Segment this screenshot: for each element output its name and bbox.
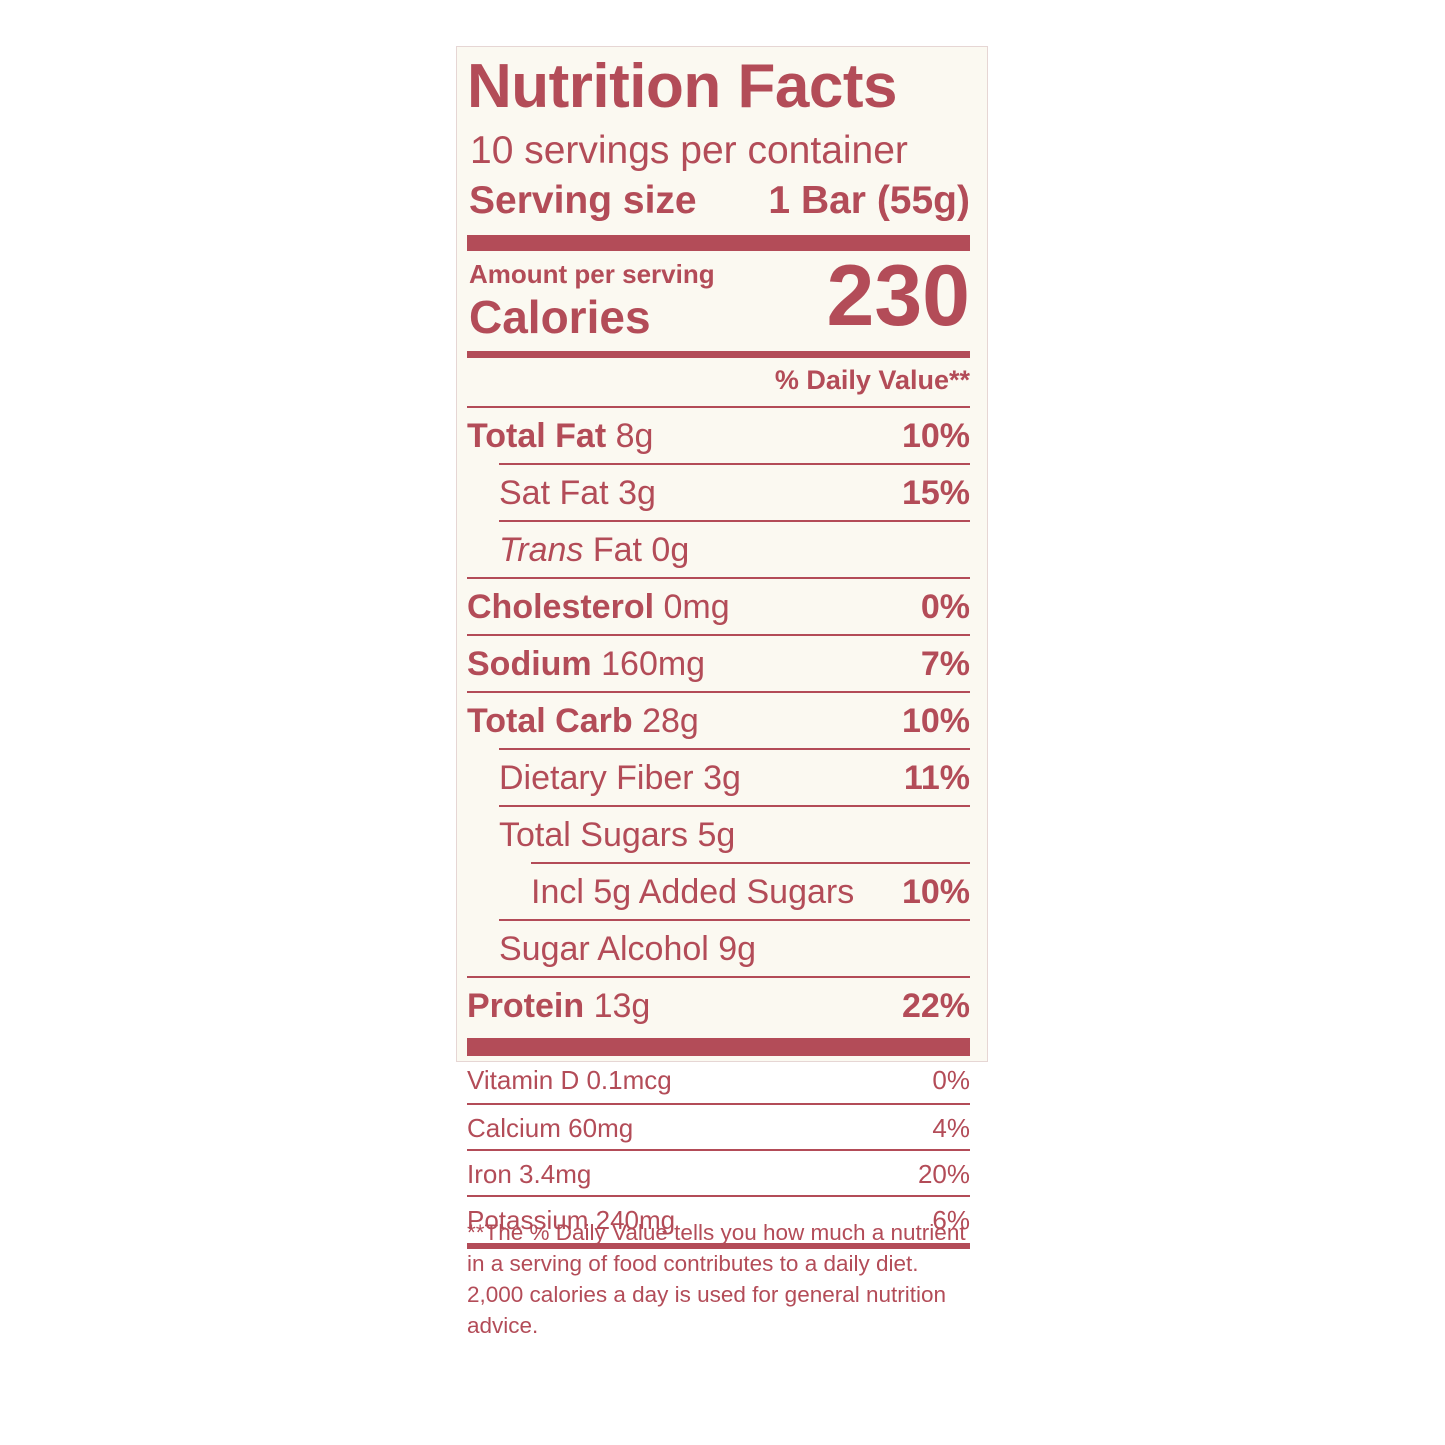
nutrient-name: Dietary Fiber [499,759,694,797]
nutrient-name: Fat [592,531,642,569]
vitamin-name: Calcium [467,1112,561,1143]
vitamin-row: Vitamin D 0.1mcg 0% [467,1057,970,1103]
nutrient-row: Incl 5g Added Sugars 10% [531,862,970,921]
thick-rule [467,235,970,251]
nutrient-amount: 0g [651,531,690,569]
vitamin-amount: 60mg [568,1112,634,1143]
footnote-line: advice. [467,1313,539,1338]
nutrient-name: Total Sugars [499,816,688,854]
vitamin-name: Iron [467,1158,512,1189]
vitamin-name: Vitamin D [467,1064,580,1095]
nutrient-dv: 10% [901,417,970,455]
nutrient-row: Total Sugars 5g [499,805,970,864]
footnote-line: in a serving of food contributes to a da… [467,1251,919,1276]
medium-rule [467,351,970,358]
nutrient-row: Total Fat 8g 10% [467,406,970,465]
nutrient-name: Total Fat [467,417,607,455]
vitamin-name: Potassium [467,1204,589,1235]
title: Nutrition Facts [467,52,897,121]
nutrient-amount: 0mg [663,588,730,626]
nutrient-amount: 160mg [601,645,706,683]
calories-label: Calories [469,291,651,343]
vitamin-amount: 0.1mcg [586,1064,672,1095]
vitamin-row: Calcium 60mg 4% [467,1103,970,1151]
nutrient-row: Sat Fat 3g 15% [499,463,970,522]
nutrient-amount: 8g [615,417,654,455]
nutrient-name: Protein [467,987,585,1025]
thick-rule [467,1038,970,1056]
vitamin-dv: 6% [932,1204,970,1235]
calories-value: 230 [826,248,971,344]
vitamin-dv: 0% [932,1064,970,1095]
nutrient-name: Cholesterol [467,588,655,626]
nutrient-amount: 3g [618,474,656,512]
nutrient-name-italic: Trans [499,531,584,569]
nutrient-dv: 15% [901,474,970,512]
nutrient-amount: 9g [718,930,757,968]
nutrient-dv: 0% [920,588,970,626]
nutrient-row: Protein 13g 22% [467,976,970,1035]
footnote-line: **The % Daily Value tells you how much a… [467,1220,966,1245]
nutrient-amount: 13g [593,987,651,1025]
vitamin-amount: 3.4mg [519,1158,592,1189]
vitamin-dv: 4% [932,1112,970,1143]
nutrient-dv: 11% [903,759,970,797]
nutrient-dv: 7% [920,645,970,683]
nutrient-dv: 10% [901,873,970,911]
servings: 10 servings per container [470,129,908,172]
nutrient-amount: 3g [703,759,741,797]
nutrient-row: Total Carb 28g 10% [467,691,970,750]
nutrient-name: Incl 5g Added Sugars [531,873,855,911]
daily-value-header: % Daily Value** [774,365,970,395]
nutrient-row: Cholesterol 0mg 0% [467,577,970,636]
vitamin-row: Potassium 240mg 6% [467,1195,970,1243]
vitamin-amount: 240mg [595,1204,676,1235]
nutrient-name: Sat Fat [499,474,609,512]
nutrition-label: Nutrition Facts 10 servings per containe… [456,46,988,1338]
nutrient-dv: 10% [901,702,970,740]
nutrient-row: Dietary Fiber 3g 11% [499,748,970,807]
nutrient-dv: 22% [901,987,970,1025]
nutrient-amount: 28g [642,702,699,740]
nutrient-row: Sugar Alcohol 9g [499,919,970,978]
nutrient-name: Total Carb [467,702,633,740]
footnote-line: 2,000 calories a day is used for general… [467,1282,947,1307]
serving-size-label: Serving size [469,179,697,222]
nutrient-row: Sodium 160mg 7% [467,634,970,693]
nutrient-name: Sugar Alcohol [499,930,709,968]
vitamin-dv: 20% [917,1158,970,1189]
nutrient-amount: 5g [697,816,736,854]
medium-rule [467,1243,970,1249]
serving-size-value: 1 Bar (55g) [768,179,970,222]
vitamin-row: Iron 3.4mg 20% [467,1149,970,1197]
nutrient-row: Trans Fat 0g [499,520,970,579]
nutrient-name: Sodium [467,645,592,683]
amount-label: Amount per serving [469,259,715,289]
